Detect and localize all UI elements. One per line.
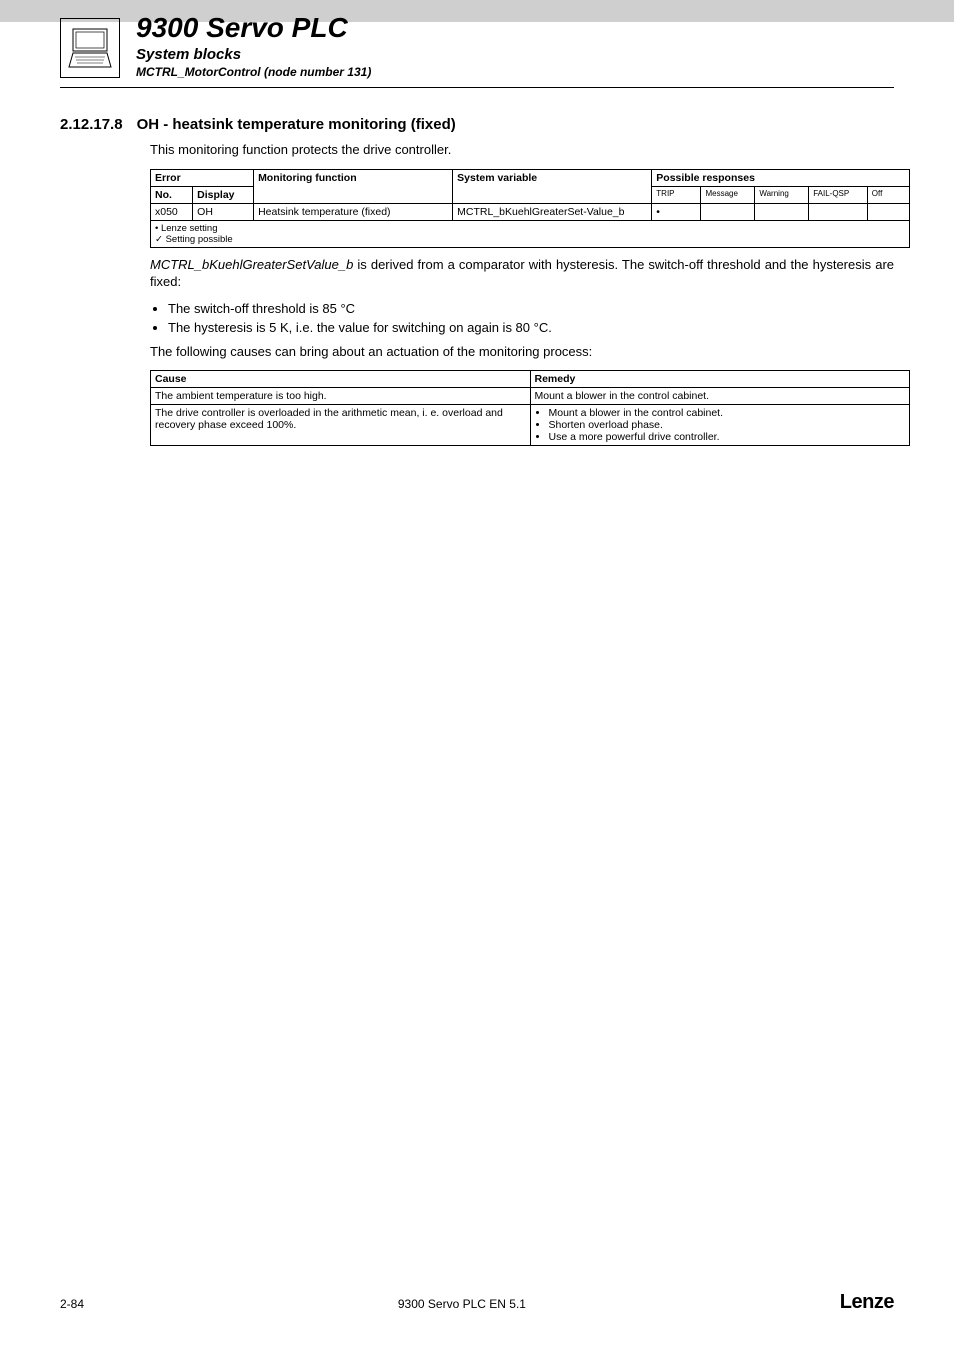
th-responses: Possible responses [652,169,910,186]
th-error: Error [151,169,254,186]
th-cause: Cause [151,371,531,388]
cell-message [701,203,755,220]
cell-remedy: Mount a blower in the control cabinet. [530,388,910,405]
header-rule [60,87,894,88]
intro-text: This monitoring function protects the dr… [150,141,894,159]
list-item: Mount a blower in the control cabinet. [549,407,906,419]
cell-off [867,203,909,220]
th-message: Message [701,186,755,203]
section-number: 2.12.17.8 [60,116,123,133]
bullet-list: The switch-off threshold is 85 °C The hy… [150,301,894,335]
cell-cause: The ambient temperature is too high. [151,388,531,405]
th-display: Display [193,186,254,203]
list-item: The hysteresis is 5 K, i.e. the value fo… [168,320,894,335]
footer-center: 9300 Servo PLC EN 5.1 [398,1297,526,1311]
cell-no: x050 [151,203,193,220]
footer-right-logo: Lenze [840,1291,894,1314]
sub-title: System blocks [136,46,894,63]
th-off: Off [867,186,909,203]
para1-italic: MCTRL_bKuehlGreaterSetValue_b [150,257,353,272]
cause-table: Cause Remedy The ambient temperature is … [150,370,910,446]
cell-failqsp [809,203,868,220]
th-failqsp: FAIL-QSP [809,186,868,203]
footer: 2-84 9300 Servo PLC EN 5.1 Lenze [0,1291,954,1314]
table-row: x050 OH Heatsink temperature (fixed) MCT… [151,203,910,220]
list-item: Shorten overload phase. [549,419,906,431]
cell-display: OH [193,203,254,220]
list-item: Use a more powerful drive controller. [549,431,906,443]
th-sysvar: System variable [453,169,652,203]
table-row: The ambient temperature is too high. Mou… [151,388,910,405]
para1: MCTRL_bKuehlGreaterSetValue_b is derived… [150,256,894,291]
footer-left: 2-84 [60,1297,84,1311]
sub-sub-title: MCTRL_MotorControl (node number 131) [136,65,894,79]
header: 9300 Servo PLC System blocks MCTRL_Motor… [60,12,894,79]
cell-trip: • [652,203,701,220]
laptop-icon [60,18,120,78]
list-item: The switch-off threshold is 85 °C [168,301,894,316]
cell-cause: The drive controller is overloaded in th… [151,405,531,446]
th-monitoring: Monitoring function [254,169,453,203]
cell-monitoring: Heatsink temperature (fixed) [254,203,453,220]
para2: The following causes can bring about an … [150,343,894,361]
th-no: No. [151,186,193,203]
legend-line1: • Lenze setting [155,223,217,234]
cell-warning [755,203,809,220]
th-warning: Warning [755,186,809,203]
legend-line2: ✓ Setting possible [155,234,233,245]
legend-cell: • Lenze setting ✓ Setting possible [151,220,910,247]
th-remedy: Remedy [530,371,910,388]
cell-sysvar: MCTRL_bKuehlGreaterSet-Value_b [453,203,652,220]
table-row: The drive controller is overloaded in th… [151,405,910,446]
th-trip: TRIP [652,186,701,203]
section-title: OH - heatsink temperature monitoring (fi… [137,116,456,133]
cell-remedy: Mount a blower in the control cabinet. S… [530,405,910,446]
error-table: Error Monitoring function System variabl… [150,169,910,248]
main-title: 9300 Servo PLC [136,12,894,44]
